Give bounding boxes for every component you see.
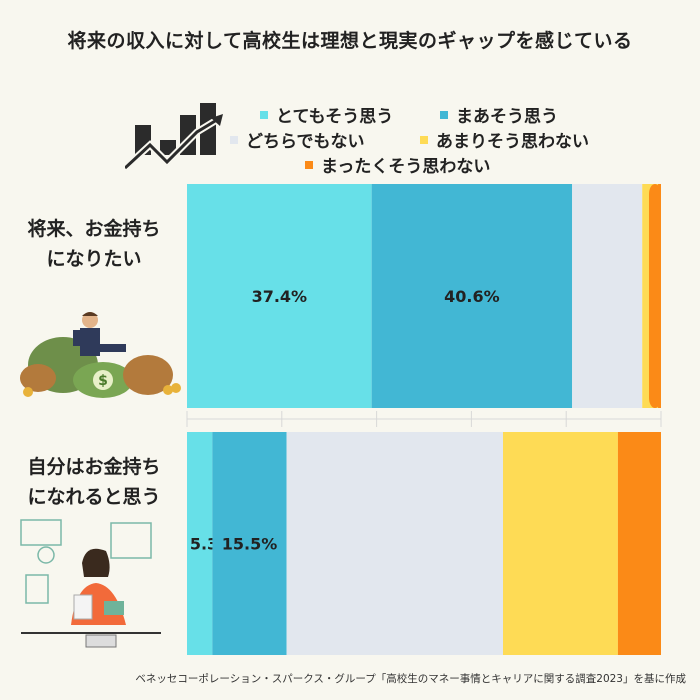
- category-label-1: 将来、お金持ち になりたい: [14, 214, 174, 274]
- category-label-line: 将来、お金持ち: [27, 218, 161, 240]
- category-label-line: 自分はお金持ち: [27, 456, 161, 478]
- legend-label: どちらでもない: [246, 132, 365, 152]
- legend-label: まったくそう思わない: [321, 157, 491, 177]
- woman-illustration: [20, 519, 161, 648]
- source-note: ベネッセコーポレーション・スパークス・グループ「高校生のマネー事情とキャリアに関…: [135, 673, 686, 685]
- svg-text:$: $: [98, 373, 108, 389]
- legend-label: とてもそう思う: [276, 107, 394, 127]
- legend-item-1: とてもそう思う: [260, 102, 393, 127]
- bar-segment: [212, 432, 287, 655]
- legend-label: まあそう思う: [456, 107, 558, 127]
- category-label-line: になりたい: [46, 248, 142, 270]
- trend-chart-icon: [125, 103, 223, 171]
- legend-swatch: [260, 111, 268, 119]
- legend-swatch: [305, 161, 313, 169]
- category-label-2: 自分はお金持ち になれると思う: [14, 452, 174, 512]
- bar-segment: [187, 184, 372, 408]
- legend-swatch: [420, 136, 428, 144]
- legend-item-3: どちらでもない: [230, 127, 365, 152]
- legend-item-4: あまりそう思わない: [420, 127, 589, 152]
- data-label: 40.6%: [444, 287, 500, 306]
- bar-segment: [572, 184, 643, 408]
- legend-item-5: まったくそう思わない: [305, 152, 490, 177]
- legend-label: あまりそう思わない: [436, 132, 589, 152]
- legend-item-2: まあそう思う: [440, 102, 558, 127]
- bar-end-cap: [649, 184, 661, 408]
- bar-segment: [503, 432, 618, 655]
- data-label: 37.4%: [252, 287, 308, 306]
- rich-man-illustration: $: [20, 312, 181, 398]
- bar-segment: [371, 184, 573, 408]
- legend-swatch: [230, 136, 238, 144]
- data-label: 15.5%: [222, 535, 278, 554]
- chart-title: 将来の収入に対して高校生は理想と現実のギャップを感じている: [67, 30, 633, 52]
- bar-segment: [187, 432, 213, 655]
- gridlines: [186, 411, 662, 427]
- legend-swatch: [440, 111, 448, 119]
- bar-segment: [286, 432, 503, 655]
- category-label-line: になれると思う: [27, 486, 161, 508]
- bar-end-cap: [649, 432, 661, 655]
